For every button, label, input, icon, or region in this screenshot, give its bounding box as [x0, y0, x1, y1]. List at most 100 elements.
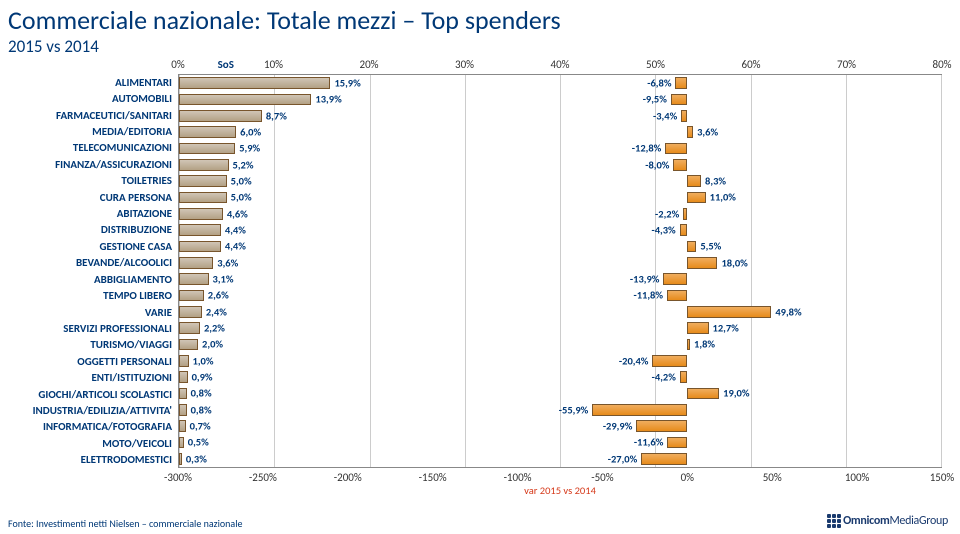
chart-row: 4,4%-4,3%	[179, 222, 941, 238]
top-tick: 10%	[264, 58, 283, 71]
var-bar	[652, 355, 687, 366]
chart-row: 0,5%-11,6%	[179, 434, 941, 450]
chart-row: 2,4%49,8%	[179, 304, 941, 320]
var-bar	[592, 404, 687, 415]
var-bar	[687, 175, 701, 186]
sos-bar	[179, 143, 235, 154]
category-label: ABITAZIONE	[8, 205, 178, 221]
category-label: INFORMATICA/FOTOGRAFIA	[8, 419, 178, 435]
var-value: -20,4%	[619, 354, 649, 367]
var-value: 12,7%	[713, 322, 739, 335]
sos-bar	[179, 126, 236, 137]
category-label: FINANZA/ASSICURAZIONI	[8, 156, 178, 172]
bottom-tick: -50%	[591, 471, 613, 484]
category-label: ENTI/ISTITUZIONI	[8, 370, 178, 386]
var-value: 11,0%	[710, 191, 736, 204]
var-bar	[687, 257, 717, 268]
category-label: MEDIA/EDITORIA	[8, 123, 178, 139]
var-bar	[673, 159, 687, 170]
sos-value: 2,6%	[208, 289, 229, 302]
var-value: -12,8%	[632, 142, 662, 155]
top-tick: 50%	[646, 58, 665, 71]
sos-value: 2,2%	[204, 322, 225, 335]
top-tick: 20%	[359, 58, 378, 71]
top-axis: 0%10%20%30%40%50%60%70%80%SoS	[178, 56, 942, 74]
var-bar	[680, 224, 687, 235]
chart-row: 2,0% 1,8%	[179, 336, 941, 352]
var-value: -4,2%	[652, 371, 676, 384]
category-label: ABBIGLIAMENTO	[8, 271, 178, 287]
sos-bar	[179, 94, 311, 105]
var-bar	[687, 388, 719, 399]
var-bar	[667, 290, 687, 301]
bottom-tick: 0%	[681, 471, 694, 484]
sos-bar	[179, 355, 189, 366]
sos-value: 2,4%	[206, 305, 227, 318]
sos-value: 0,7%	[190, 420, 211, 433]
var-bar	[687, 322, 709, 333]
sos-bar	[179, 159, 229, 170]
chart-row: 15,9% -6,8%	[179, 75, 941, 91]
bottom-tick: -250%	[249, 471, 277, 484]
sos-value: 5,0%	[231, 175, 252, 188]
bottom-tick: -300%	[164, 471, 192, 484]
var-value: 1,8%	[694, 338, 715, 351]
var-bar	[665, 143, 687, 154]
var-value: -29,9%	[603, 420, 633, 433]
var-value: -2,2%	[655, 207, 679, 220]
chart-row: 6,0%3,6%	[179, 124, 941, 140]
var-value: -11,8%	[633, 289, 663, 302]
chart-row: 0,7% -29,9%	[179, 418, 941, 434]
chart-row: 8,7%-3,4%	[179, 108, 941, 124]
var-bar	[641, 453, 687, 464]
sos-bar	[179, 175, 227, 186]
sos-value: 8,7%	[266, 109, 287, 122]
chart-row: 0,3%-27,0%	[179, 451, 941, 467]
category-label: ELETTRODOMESTICI	[8, 452, 178, 468]
sos-bar	[179, 192, 227, 203]
chart-row: 5,0% 11,0%	[179, 189, 941, 205]
chart-row: 5,2% -8,0%	[179, 157, 941, 173]
sos-value: 2,0%	[202, 338, 223, 351]
sos-value: 5,2%	[233, 158, 254, 171]
category-labels: ALIMENTARIAUTOMOBILIFARMACEUTICI/SANITAR…	[8, 74, 178, 468]
var-bar	[675, 77, 687, 88]
sos-value: 15,9%	[334, 77, 360, 90]
sos-value: 0,8%	[191, 387, 212, 400]
var-value: -11,6%	[634, 436, 664, 449]
page-title: Commerciale nazionale: Totale mezzi – To…	[0, 0, 960, 36]
sos-bar	[179, 290, 204, 301]
var-value: -6,8%	[647, 77, 671, 90]
sos-bar	[179, 437, 184, 448]
bottom-tick: -150%	[419, 471, 447, 484]
category-label: CURA PERSONA	[8, 189, 178, 205]
top-tick: 40%	[550, 58, 569, 71]
sos-bar	[179, 404, 187, 415]
bottom-tick: -200%	[334, 471, 362, 484]
sos-bar	[179, 273, 209, 284]
var-value: 3,6%	[697, 126, 718, 139]
var-bar	[636, 420, 687, 431]
chart-row: 0,9%-4,2%	[179, 369, 941, 385]
category-label: AUTOMOBILI	[8, 90, 178, 106]
bottom-tick: 150%	[930, 471, 955, 484]
chart-row: 4,4%5,5%	[179, 238, 941, 254]
sos-value: 0,8%	[191, 403, 212, 416]
sos-value: 5,0%	[231, 191, 252, 204]
brand-logo: OmnicomMediaGroup	[827, 514, 948, 528]
sos-value: 3,1%	[213, 273, 234, 286]
sos-value: 4,4%	[225, 240, 246, 253]
chart-row: 5,0%8,3%	[179, 173, 941, 189]
var-value: -8,0%	[645, 158, 669, 171]
category-label: SERVIZI PROFESSIONALI	[8, 320, 178, 336]
sos-bar	[179, 453, 182, 464]
sos-value: 3,6%	[217, 256, 238, 269]
category-label: GESTIONE CASA	[8, 238, 178, 254]
var-value: -9,5%	[643, 93, 667, 106]
category-label: VARIE	[8, 304, 178, 320]
var-bar	[680, 371, 687, 382]
category-label: OGGETTI PERSONALI	[8, 353, 178, 369]
chart-row: 2,2% 12,7%	[179, 320, 941, 336]
bottom-tick: 50%	[763, 471, 782, 484]
sos-value: 13,9%	[315, 93, 341, 106]
